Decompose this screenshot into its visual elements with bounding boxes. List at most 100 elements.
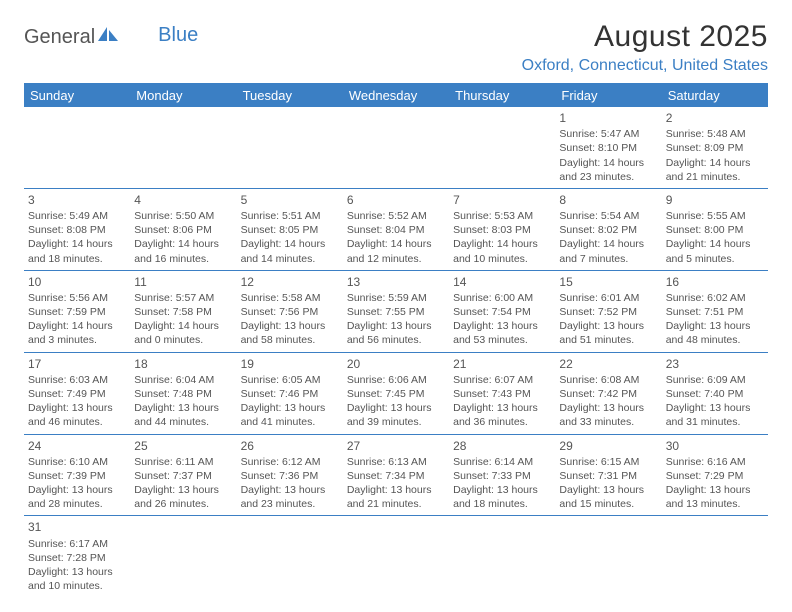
calendar-cell [343, 107, 449, 188]
sunset-text: Sunset: 7:51 PM [666, 305, 764, 319]
daylight-text: Daylight: 13 hours and 33 minutes. [559, 401, 657, 429]
sunrise-text: Sunrise: 6:09 AM [666, 373, 764, 387]
day-number: 15 [559, 274, 657, 290]
sunset-text: Sunset: 7:36 PM [241, 469, 339, 483]
day-number: 3 [28, 192, 126, 208]
sunrise-text: Sunrise: 6:12 AM [241, 455, 339, 469]
day-number: 8 [559, 192, 657, 208]
logo-text-blue: Blue [158, 24, 198, 47]
calendar-cell: 3Sunrise: 5:49 AMSunset: 8:08 PMDaylight… [24, 188, 130, 270]
page-header: General Blue August 2025 Oxford, Connect… [24, 20, 768, 75]
sunset-text: Sunset: 7:40 PM [666, 387, 764, 401]
day-number: 14 [453, 274, 551, 290]
sunset-text: Sunset: 7:33 PM [453, 469, 551, 483]
calendar-row: 31 Sunrise: 6:17 AMSunset: 7:28 PMDayligh… [24, 516, 768, 597]
day-number: 7 [453, 192, 551, 208]
daylight-text: Daylight: 13 hours and 10 minutes. [28, 565, 126, 593]
day-number: 31 [28, 519, 126, 535]
calendar-cell: 29Sunrise: 6:15 AMSunset: 7:31 PMDayligh… [555, 434, 661, 516]
calendar-cell [237, 107, 343, 188]
daylight-text: Daylight: 14 hours and 3 minutes. [28, 319, 126, 347]
sunset-text: Sunset: 7:43 PM [453, 387, 551, 401]
daylight-text: Daylight: 14 hours and 21 minutes. [666, 156, 764, 184]
calendar-cell [449, 107, 555, 188]
sunset-text: Sunset: 7:46 PM [241, 387, 339, 401]
day-number: 12 [241, 274, 339, 290]
sunset-text: Sunset: 7:48 PM [134, 387, 232, 401]
calendar-cell: 25Sunrise: 6:11 AMSunset: 7:37 PMDayligh… [130, 434, 236, 516]
sunset-text: Sunset: 7:54 PM [453, 305, 551, 319]
calendar-cell: 6Sunrise: 5:52 AMSunset: 8:04 PMDaylight… [343, 188, 449, 270]
calendar-cell: 13Sunrise: 5:59 AMSunset: 7:55 PMDayligh… [343, 270, 449, 352]
calendar-cell: 2Sunrise: 5:48 AMSunset: 8:09 PMDaylight… [662, 107, 768, 188]
sunrise-text: Sunrise: 5:56 AM [28, 291, 126, 305]
sunrise-text: Sunrise: 5:55 AM [666, 209, 764, 223]
day-number: 13 [347, 274, 445, 290]
day-number: 16 [666, 274, 764, 290]
daylight-text: Daylight: 14 hours and 14 minutes. [241, 237, 339, 265]
calendar-cell: 24Sunrise: 6:10 AMSunset: 7:39 PMDayligh… [24, 434, 130, 516]
day-number: 25 [134, 438, 232, 454]
day-number: 29 [559, 438, 657, 454]
sunrise-text: Sunrise: 6:17 AM [28, 537, 126, 551]
header-sunday: Sunday [24, 84, 130, 107]
sunrise-text: Sunrise: 5:47 AM [559, 127, 657, 141]
sunset-text: Sunset: 8:00 PM [666, 223, 764, 237]
daylight-text: Daylight: 14 hours and 10 minutes. [453, 237, 551, 265]
calendar-cell: 10Sunrise: 5:56 AMSunset: 7:59 PMDayligh… [24, 270, 130, 352]
day-number: 5 [241, 192, 339, 208]
sunrise-text: Sunrise: 5:54 AM [559, 209, 657, 223]
daylight-text: Daylight: 13 hours and 39 minutes. [347, 401, 445, 429]
sunrise-text: Sunrise: 6:02 AM [666, 291, 764, 305]
day-number: 9 [666, 192, 764, 208]
sunset-text: Sunset: 7:34 PM [347, 469, 445, 483]
calendar-row: 24Sunrise: 6:10 AMSunset: 7:39 PMDayligh… [24, 434, 768, 516]
day-number: 17 [28, 356, 126, 372]
daylight-text: Daylight: 14 hours and 5 minutes. [666, 237, 764, 265]
daylight-text: Daylight: 13 hours and 44 minutes. [134, 401, 232, 429]
sunrise-text: Sunrise: 5:58 AM [241, 291, 339, 305]
sunrise-text: Sunrise: 6:16 AM [666, 455, 764, 469]
calendar-cell: 17Sunrise: 6:03 AMSunset: 7:49 PMDayligh… [24, 352, 130, 434]
daylight-text: Daylight: 14 hours and 12 minutes. [347, 237, 445, 265]
sunset-text: Sunset: 7:56 PM [241, 305, 339, 319]
sunset-text: Sunset: 7:58 PM [134, 305, 232, 319]
header-monday: Monday [130, 84, 236, 107]
sunrise-text: Sunrise: 6:11 AM [134, 455, 232, 469]
calendar-cell: 30Sunrise: 6:16 AMSunset: 7:29 PMDayligh… [662, 434, 768, 516]
daylight-text: Daylight: 13 hours and 21 minutes. [347, 483, 445, 511]
day-number: 24 [28, 438, 126, 454]
daylight-text: Daylight: 13 hours and 58 minutes. [241, 319, 339, 347]
calendar-cell: 9Sunrise: 5:55 AMSunset: 8:00 PMDaylight… [662, 188, 768, 270]
calendar-cell: 14Sunrise: 6:00 AMSunset: 7:54 PMDayligh… [449, 270, 555, 352]
header-tuesday: Tuesday [237, 84, 343, 107]
daylight-text: Daylight: 14 hours and 18 minutes. [28, 237, 126, 265]
calendar-cell: 8Sunrise: 5:54 AMSunset: 8:02 PMDaylight… [555, 188, 661, 270]
sunrise-text: Sunrise: 6:15 AM [559, 455, 657, 469]
sunrise-text: Sunrise: 5:51 AM [241, 209, 339, 223]
header-thursday: Thursday [449, 84, 555, 107]
day-header-row: Sunday Monday Tuesday Wednesday Thursday… [24, 84, 768, 107]
calendar-cell: 18Sunrise: 6:04 AMSunset: 7:48 PMDayligh… [130, 352, 236, 434]
calendar-cell: 5Sunrise: 5:51 AMSunset: 8:05 PMDaylight… [237, 188, 343, 270]
calendar-cell [449, 516, 555, 597]
calendar-cell: 15Sunrise: 6:01 AMSunset: 7:52 PMDayligh… [555, 270, 661, 352]
sunset-text: Sunset: 7:45 PM [347, 387, 445, 401]
sunrise-text: Sunrise: 6:10 AM [28, 455, 126, 469]
calendar-cell: 21Sunrise: 6:07 AMSunset: 7:43 PMDayligh… [449, 352, 555, 434]
sunrise-text: Sunrise: 6:05 AM [241, 373, 339, 387]
calendar-cell: 1Sunrise: 5:47 AMSunset: 8:10 PMDaylight… [555, 107, 661, 188]
sunset-text: Sunset: 7:28 PM [28, 551, 126, 565]
sunrise-text: Sunrise: 6:07 AM [453, 373, 551, 387]
sunrise-text: Sunrise: 5:50 AM [134, 209, 232, 223]
sunrise-text: Sunrise: 6:03 AM [28, 373, 126, 387]
calendar-cell: 20Sunrise: 6:06 AMSunset: 7:45 PMDayligh… [343, 352, 449, 434]
sunset-text: Sunset: 8:03 PM [453, 223, 551, 237]
calendar-cell [130, 107, 236, 188]
calendar-cell [662, 516, 768, 597]
month-title: August 2025 [522, 20, 768, 54]
daylight-text: Daylight: 13 hours and 53 minutes. [453, 319, 551, 347]
daylight-text: Daylight: 14 hours and 7 minutes. [559, 237, 657, 265]
calendar-cell [24, 107, 130, 188]
daylight-text: Daylight: 13 hours and 23 minutes. [241, 483, 339, 511]
